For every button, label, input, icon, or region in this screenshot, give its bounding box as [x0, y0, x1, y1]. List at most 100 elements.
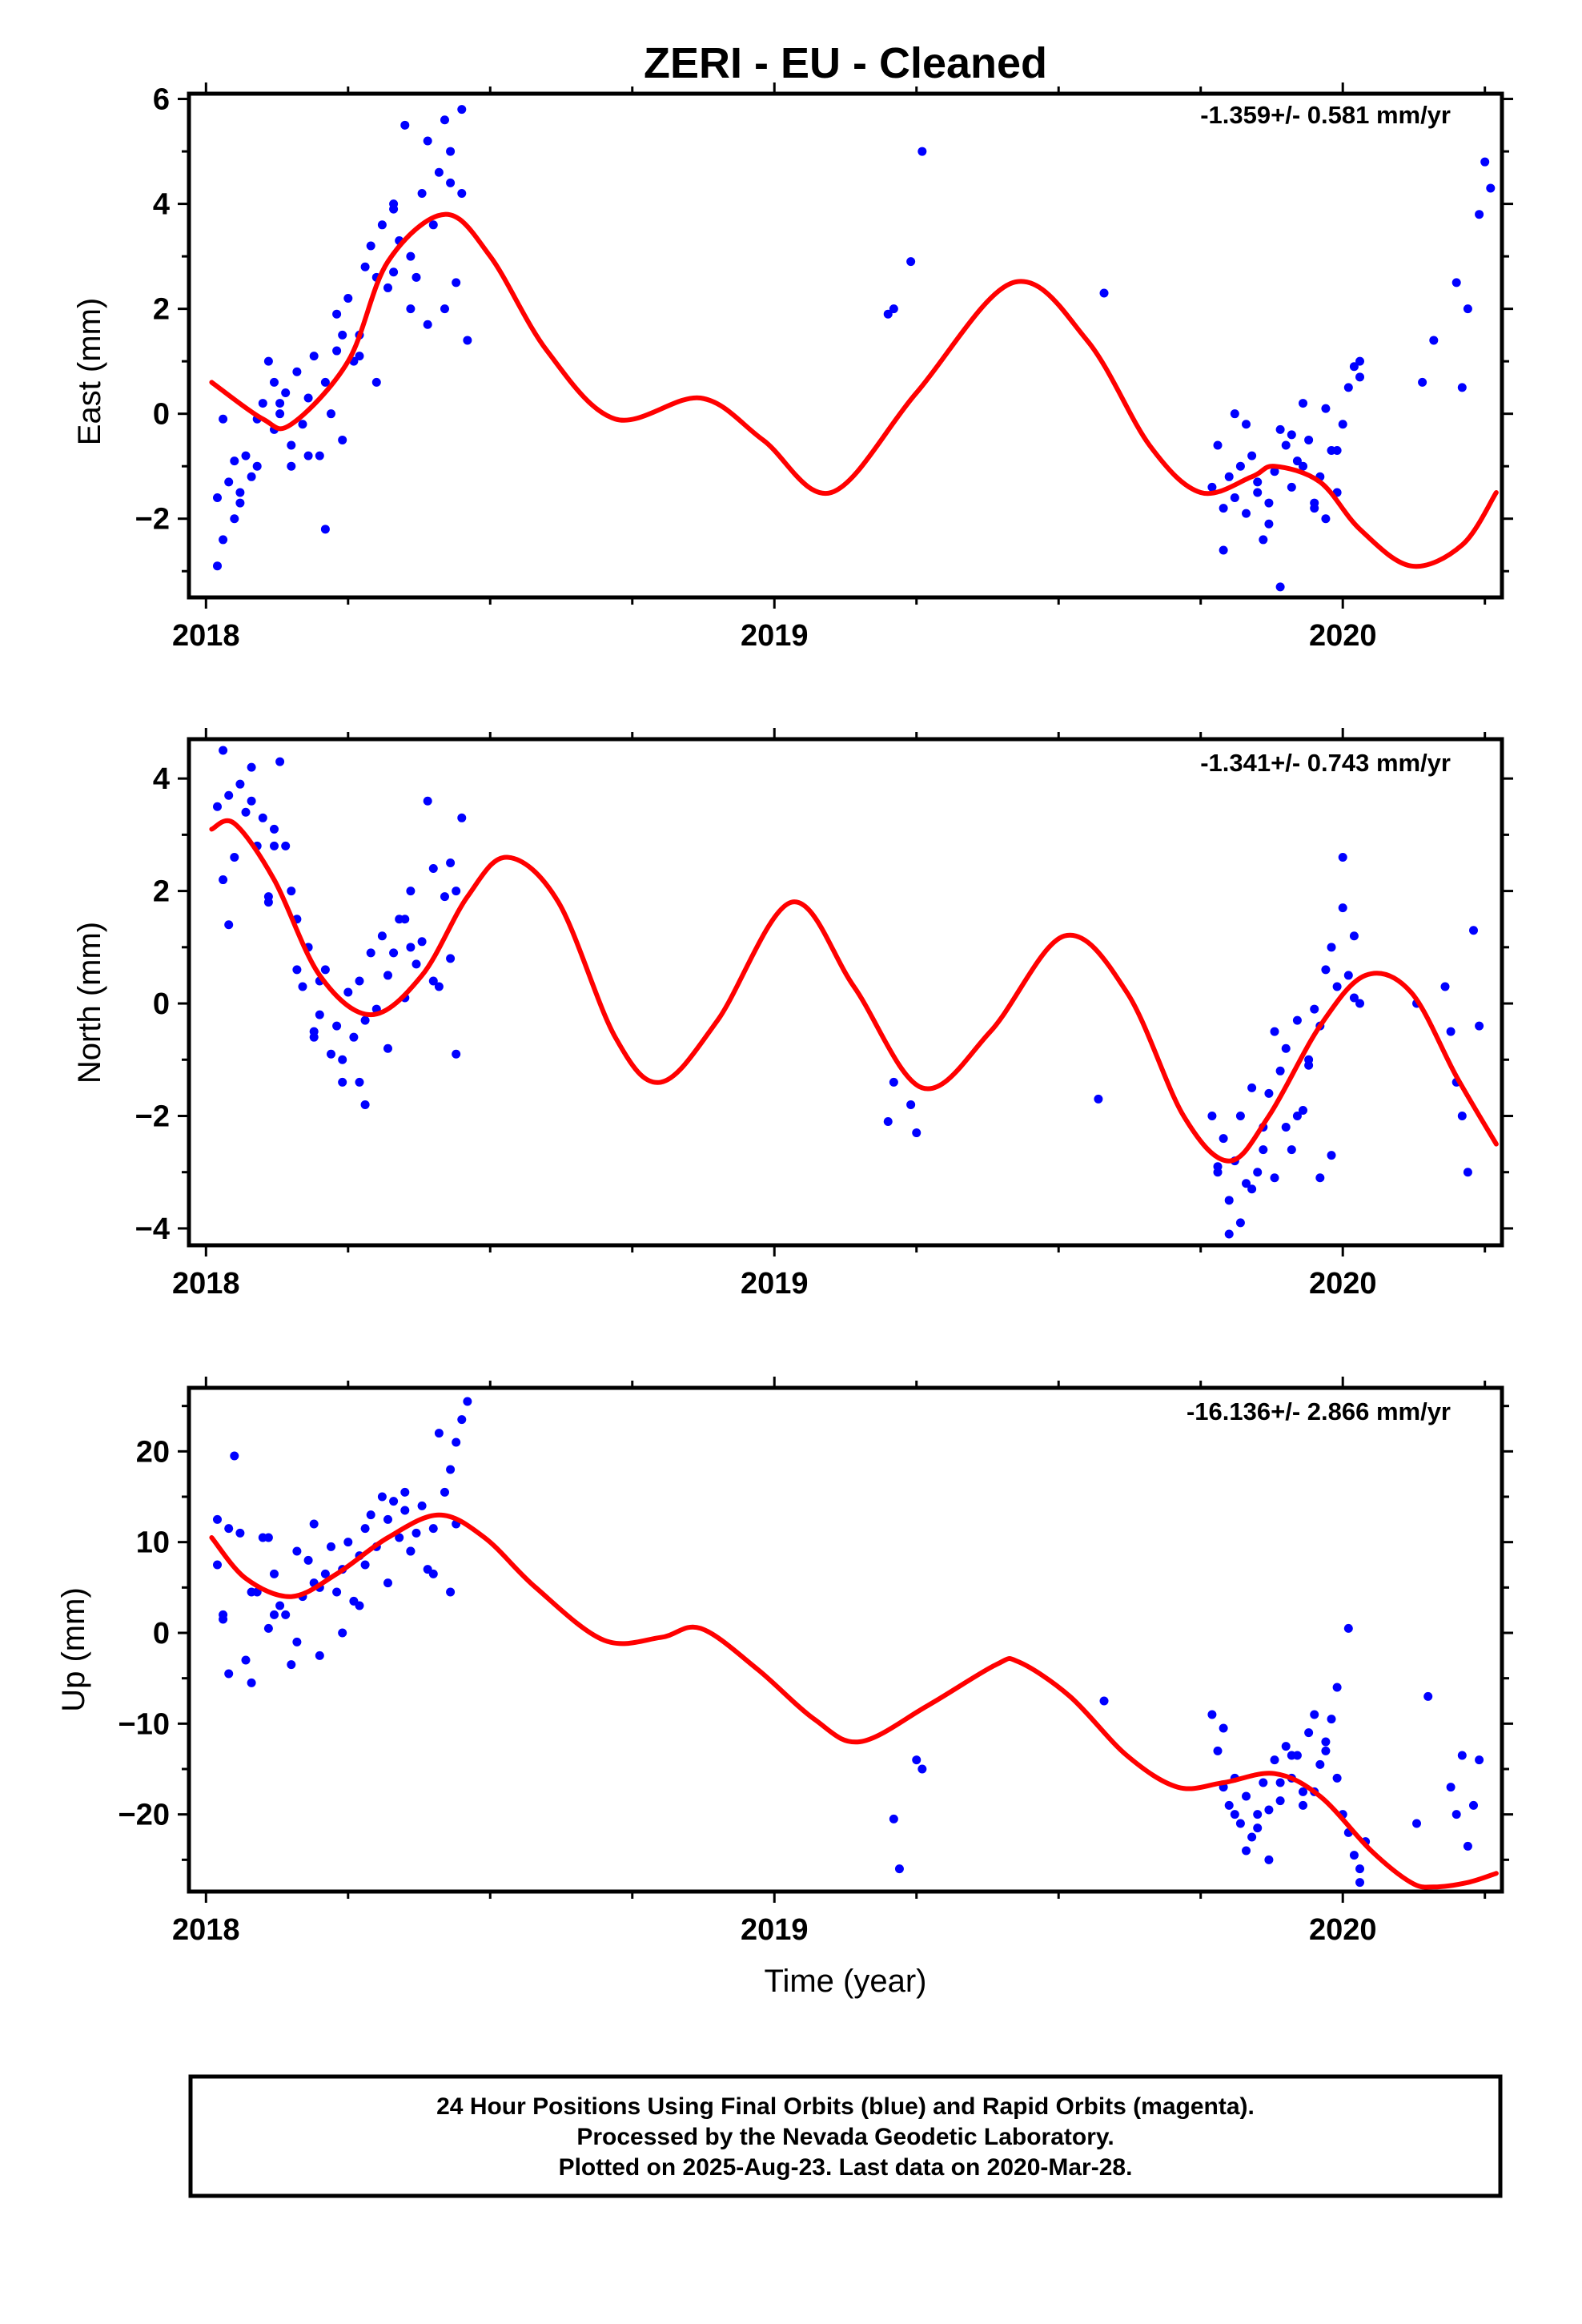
- up-data-point: [383, 1578, 392, 1588]
- north-data-point: [235, 779, 245, 789]
- east-data-point: [235, 498, 245, 508]
- up-data-point: [1423, 1691, 1433, 1701]
- north-data-point: [1235, 1218, 1245, 1228]
- east-data-point: [1349, 362, 1359, 372]
- up-data-point: [1219, 1723, 1228, 1733]
- north-data-point: [1292, 1111, 1302, 1120]
- up-data-point: [1270, 1755, 1279, 1765]
- up-data-point: [400, 1506, 410, 1515]
- north-data-point: [1242, 1179, 1251, 1188]
- north-data-point: [219, 746, 228, 755]
- north-data-point: [275, 757, 285, 766]
- up-data-point: [417, 1501, 427, 1510]
- east-data-point: [315, 451, 324, 460]
- up-data-point: [269, 1569, 279, 1578]
- north-data-point: [1281, 1043, 1291, 1053]
- east-data-point: [1264, 519, 1274, 529]
- east-data-point: [434, 167, 444, 177]
- east-data-point: [219, 535, 228, 545]
- up-data-point: [912, 1755, 921, 1765]
- east-data-point: [303, 451, 313, 460]
- up-data-point: [1230, 1810, 1239, 1819]
- north-data-point: [287, 887, 296, 896]
- east-plot-marks: 2018 2019 2020 −2 0 2 4 6: [135, 82, 1513, 653]
- up-fit-curve: [209, 1512, 1499, 1890]
- east-data-point: [269, 377, 279, 387]
- north-data-point: [258, 813, 267, 822]
- east-data-point: [292, 367, 302, 376]
- up-y-tick-label: 10: [136, 1526, 170, 1560]
- up-data-point: [355, 1601, 364, 1610]
- east-data-point: [1230, 409, 1239, 419]
- up-data-point: [338, 1628, 347, 1638]
- north-data-point: [406, 943, 416, 952]
- north-data-point: [224, 920, 234, 930]
- east-data-point: [1321, 514, 1331, 524]
- up-data-point: [281, 1610, 291, 1619]
- east-rate-label: -1.359+/- 0.581 mm/yr: [1200, 101, 1451, 129]
- north-data-point: [360, 1100, 370, 1109]
- north-data-point: [1213, 1162, 1223, 1172]
- east-data-point: [320, 377, 330, 387]
- north-data-point: [1287, 1145, 1296, 1155]
- east-data-point: [1480, 157, 1490, 167]
- north-data-point: [912, 1128, 921, 1138]
- up-data-point: [1235, 1819, 1245, 1828]
- east-data-point: [343, 294, 353, 304]
- east-data-point: [463, 336, 472, 345]
- footer-line-1: 24 Hour Positions Using Final Orbits (bl…: [436, 2093, 1255, 2120]
- up-data-point: [1242, 1791, 1251, 1801]
- up-data-point: [1355, 1864, 1365, 1874]
- east-data-point: [1259, 535, 1268, 545]
- east-data-point: [224, 477, 234, 487]
- up-y-axis-label: Up (mm): [56, 1587, 91, 1712]
- east-data-point: [1219, 504, 1228, 513]
- north-y-tick-label: 4: [153, 762, 170, 796]
- north-data-point: [1310, 1004, 1319, 1014]
- north-data-point: [298, 982, 307, 991]
- east-data-point: [457, 105, 467, 115]
- east-data-point: [230, 514, 239, 524]
- east-data-point: [219, 414, 228, 424]
- north-data-point: [452, 887, 461, 896]
- up-data-point: [224, 1524, 234, 1534]
- north-data-point: [355, 1077, 364, 1087]
- up-data-point: [1242, 1846, 1251, 1856]
- up-data-point: [412, 1528, 421, 1538]
- north-data-point: [212, 802, 222, 811]
- up-y-tick-label: 20: [136, 1435, 170, 1469]
- up-data-point: [241, 1655, 251, 1665]
- north-data-point: [349, 1032, 359, 1042]
- up-data-point: [235, 1528, 245, 1538]
- north-data-point: [417, 937, 427, 947]
- east-data-point: [298, 420, 307, 429]
- east-data-point: [1292, 456, 1302, 466]
- up-data-point: [389, 1497, 399, 1506]
- east-data-point: [1321, 404, 1331, 413]
- up-data-point: [1299, 1800, 1308, 1810]
- north-data-point: [389, 948, 399, 958]
- north-data-point: [1275, 1066, 1285, 1076]
- north-data-point: [446, 954, 456, 963]
- north-data-point: [326, 1049, 335, 1059]
- north-data-point: [883, 1117, 893, 1127]
- north-data-point: [1235, 1111, 1245, 1120]
- east-data-point: [383, 283, 392, 292]
- east-data-point: [366, 241, 375, 251]
- up-data-point: [1207, 1710, 1217, 1719]
- up-data-point: [1264, 1855, 1274, 1864]
- north-data-point: [247, 762, 256, 772]
- north-data-point: [377, 931, 387, 941]
- east-data-point: [287, 440, 296, 450]
- north-data-point: [1349, 931, 1359, 941]
- east-data-point: [1355, 372, 1365, 382]
- east-data-point: [338, 330, 347, 340]
- north-data-point: [1338, 852, 1347, 862]
- north-data-point: [1321, 965, 1331, 975]
- east-data-point: [1247, 451, 1257, 460]
- up-data-point: [1452, 1810, 1461, 1819]
- up-data-point: [1349, 1851, 1359, 1860]
- north-data-point: [1292, 1015, 1302, 1025]
- east-data-point: [389, 267, 399, 277]
- east-data-point: [1310, 498, 1319, 508]
